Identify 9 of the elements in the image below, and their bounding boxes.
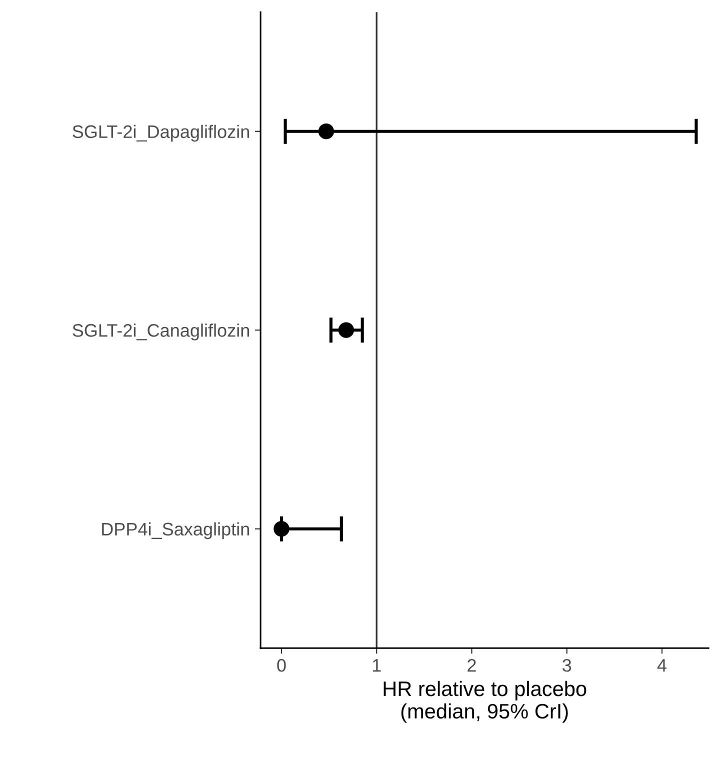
y-tick-label: DPP4i_Saxagliptin (102, 522, 249, 540)
x-tick-label: 3 (562, 658, 572, 672)
x-axis-title: HR relative to placebo (median, 95% CrI) (384, 680, 586, 723)
x-tick-label: 2 (468, 658, 476, 672)
y-tick-label: SGLT-2i_Dapagliflozin (72, 124, 249, 142)
x-tick-label: 1 (372, 659, 381, 672)
y-tick-label: SGLT-2i_Canagliflozin (72, 324, 249, 340)
x-tick-label: 0 (277, 658, 286, 672)
x-tick-label: 4 (657, 659, 666, 672)
